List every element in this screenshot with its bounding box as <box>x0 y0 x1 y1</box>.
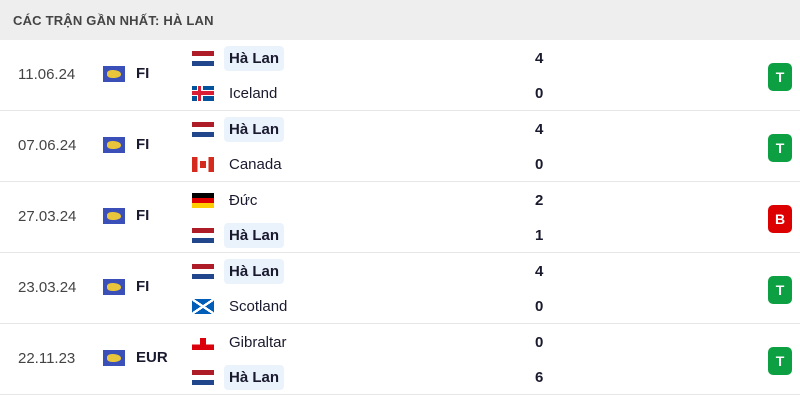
team-name: Scotland <box>229 298 288 315</box>
competition-name: FI <box>136 207 150 224</box>
competition-name: FI <box>136 136 150 153</box>
match-row[interactable]: 22.11.23 EUR Gibraltar Hà Lan 0 6 T <box>0 324 800 395</box>
team-name: Hà Lan <box>224 223 285 248</box>
nl-flag-icon <box>192 228 214 243</box>
match-row[interactable]: 07.06.24 FI Hà Lan Canada 4 0 T <box>0 111 800 182</box>
world-map-icon <box>103 207 125 224</box>
away-team[interactable]: Hà Lan <box>192 223 285 248</box>
result-badge: T <box>768 347 792 375</box>
nl-flag-icon <box>192 122 214 137</box>
world-map-icon <box>103 278 125 295</box>
away-score: 0 <box>535 156 544 173</box>
result-badge: T <box>768 276 792 304</box>
match-date: 23.03.24 <box>18 279 77 296</box>
team-name: Hà Lan <box>224 259 285 284</box>
nl-flag-icon <box>192 370 214 385</box>
match-row[interactable]: 23.03.24 FI Hà Lan Scotland 4 0 T <box>0 253 800 324</box>
competition-name: FI <box>136 65 150 82</box>
team-name: Hà Lan <box>224 117 285 142</box>
match-row[interactable]: 11.06.24 FI Hà Lan Iceland 4 0 T <box>0 40 800 111</box>
match-row[interactable]: 27.03.24 FI Đức Hà Lan 2 1 B <box>0 182 800 253</box>
team-name: Hà Lan <box>224 365 285 390</box>
team-name: Đức <box>229 192 258 209</box>
competition-name: FI <box>136 278 150 295</box>
home-score: 4 <box>535 121 544 138</box>
away-team[interactable]: Iceland <box>192 81 282 106</box>
competition: FI <box>103 136 149 153</box>
home-score: 2 <box>535 192 544 209</box>
away-team[interactable]: Hà Lan <box>192 365 285 390</box>
world-map-icon <box>103 65 125 82</box>
home-team[interactable]: Hà Lan <box>192 117 285 142</box>
away-team[interactable]: Scotland <box>192 294 292 319</box>
team-name: Iceland <box>229 85 278 102</box>
match-list: 11.06.24 FI Hà Lan Iceland 4 0 T 07.06.2… <box>0 40 800 395</box>
team-name: Gibraltar <box>229 334 287 351</box>
away-score: 6 <box>535 369 544 386</box>
team-name: Hà Lan <box>224 46 285 71</box>
home-team[interactable]: Hà Lan <box>192 46 285 71</box>
nl-flag-icon <box>192 51 214 66</box>
home-team[interactable]: Gibraltar <box>192 330 292 355</box>
away-score: 0 <box>535 298 544 315</box>
de-flag-icon <box>192 193 214 208</box>
home-score: 4 <box>535 50 544 67</box>
result-badge: T <box>768 134 792 162</box>
competition-name: EUR <box>136 349 168 366</box>
competition: FI <box>103 65 149 82</box>
home-team[interactable]: Hà Lan <box>192 259 285 284</box>
match-date: 22.11.23 <box>18 350 76 367</box>
home-score: 0 <box>535 334 544 351</box>
ca-flag-icon <box>192 157 214 172</box>
competition: EUR <box>103 349 168 366</box>
home-team[interactable]: Đức <box>192 188 262 213</box>
match-date: 11.06.24 <box>18 66 76 83</box>
world-map-icon <box>103 349 125 366</box>
is-flag-icon <box>192 86 214 101</box>
nl-flag-icon <box>192 264 214 279</box>
result-badge: B <box>768 205 792 233</box>
match-date: 07.06.24 <box>18 137 77 154</box>
sc-flag-icon <box>192 299 214 314</box>
away-team[interactable]: Canada <box>192 152 287 177</box>
away-score: 0 <box>535 85 544 102</box>
gi-flag-icon <box>192 335 214 350</box>
section-header: CÁC TRẬN GẦN NHẤT: HÀ LAN <box>0 0 800 40</box>
match-date: 27.03.24 <box>18 208 77 225</box>
world-map-icon <box>103 136 125 153</box>
competition: FI <box>103 207 149 224</box>
competition: FI <box>103 278 149 295</box>
section-title: CÁC TRẬN GẦN NHẤT: HÀ LAN <box>13 12 214 28</box>
away-score: 1 <box>535 227 544 244</box>
team-name: Canada <box>229 156 282 173</box>
result-badge: T <box>768 63 792 91</box>
home-score: 4 <box>535 263 544 280</box>
